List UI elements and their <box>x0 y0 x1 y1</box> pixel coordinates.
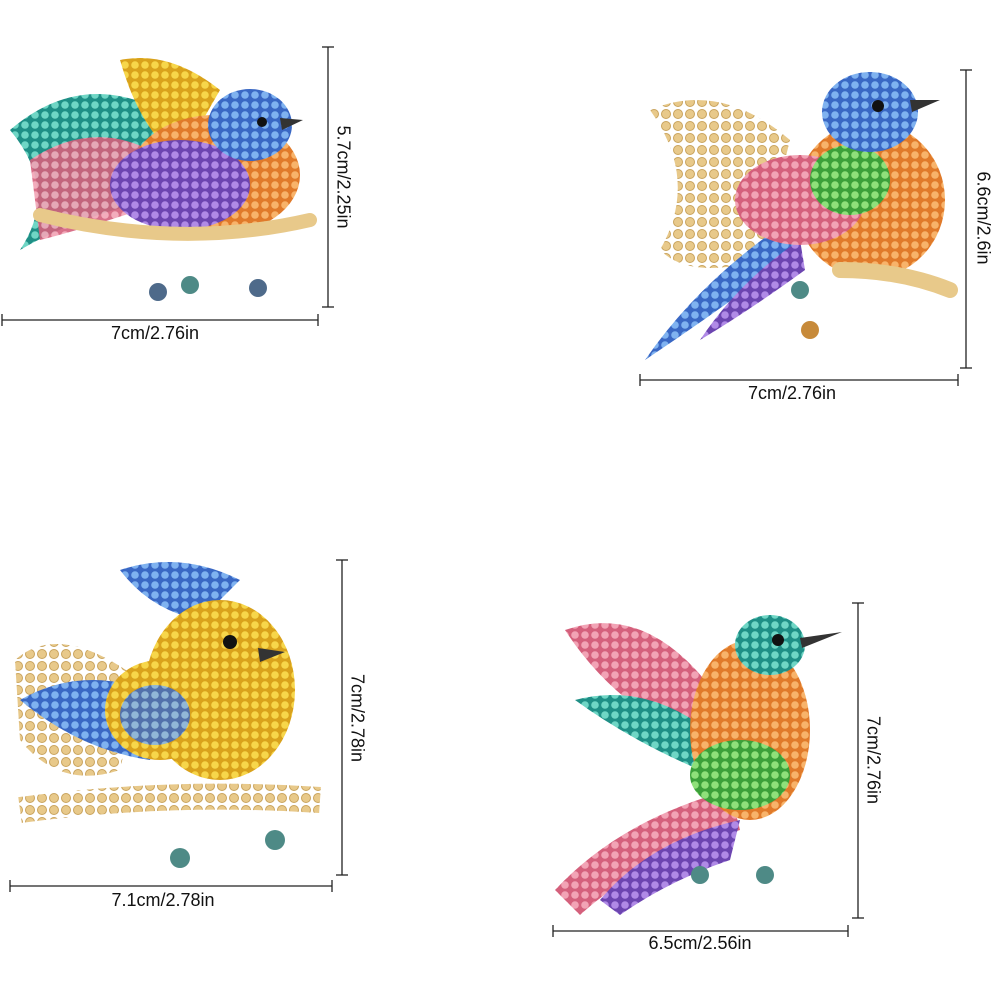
bird-4 <box>555 615 842 915</box>
bead <box>801 321 819 339</box>
branch <box>18 783 321 823</box>
bird-2 <box>645 72 958 360</box>
branch <box>33 208 317 241</box>
tail <box>600 820 740 915</box>
beak <box>258 648 285 662</box>
eye <box>872 100 884 112</box>
bead <box>149 283 167 301</box>
bead <box>249 279 267 297</box>
eye <box>257 117 267 127</box>
bird-1 <box>10 58 317 301</box>
beak <box>910 100 940 112</box>
beak <box>280 118 303 130</box>
bead <box>691 866 709 884</box>
width-label: 6.5cm/2.56in <box>648 933 751 953</box>
tail <box>645 220 800 360</box>
width-label: 7cm/2.76in <box>748 383 836 403</box>
dimensions: 7cm/2.76in 5.7cm/2.25in 7cm/2.76in 6.6cm… <box>1 46 993 953</box>
height-label: 6.6cm/2.6in <box>973 171 993 264</box>
head <box>735 615 805 675</box>
bead <box>265 830 285 850</box>
head <box>822 72 918 152</box>
height-label: 5.7cm/2.25in <box>333 125 353 228</box>
bead <box>181 276 199 294</box>
eye <box>223 635 237 649</box>
crest <box>120 58 220 160</box>
width-label: 7.1cm/2.78in <box>111 890 214 910</box>
head <box>208 89 292 161</box>
height-label: 7cm/2.76in <box>863 716 883 804</box>
belly <box>690 740 790 810</box>
eye <box>772 634 784 646</box>
wing <box>110 140 250 230</box>
tail <box>700 240 805 340</box>
wing-detail <box>120 685 190 745</box>
wing <box>575 695 720 770</box>
bead <box>756 866 774 884</box>
bird-3 <box>15 562 321 868</box>
breast <box>810 145 890 215</box>
beak <box>800 632 842 648</box>
tail <box>555 790 740 915</box>
width-label: 7cm/2.76in <box>111 323 199 343</box>
branch <box>832 262 958 298</box>
height-label: 7cm/2.78in <box>347 674 367 762</box>
bead <box>170 848 190 868</box>
wing <box>565 623 720 740</box>
bead <box>791 281 809 299</box>
